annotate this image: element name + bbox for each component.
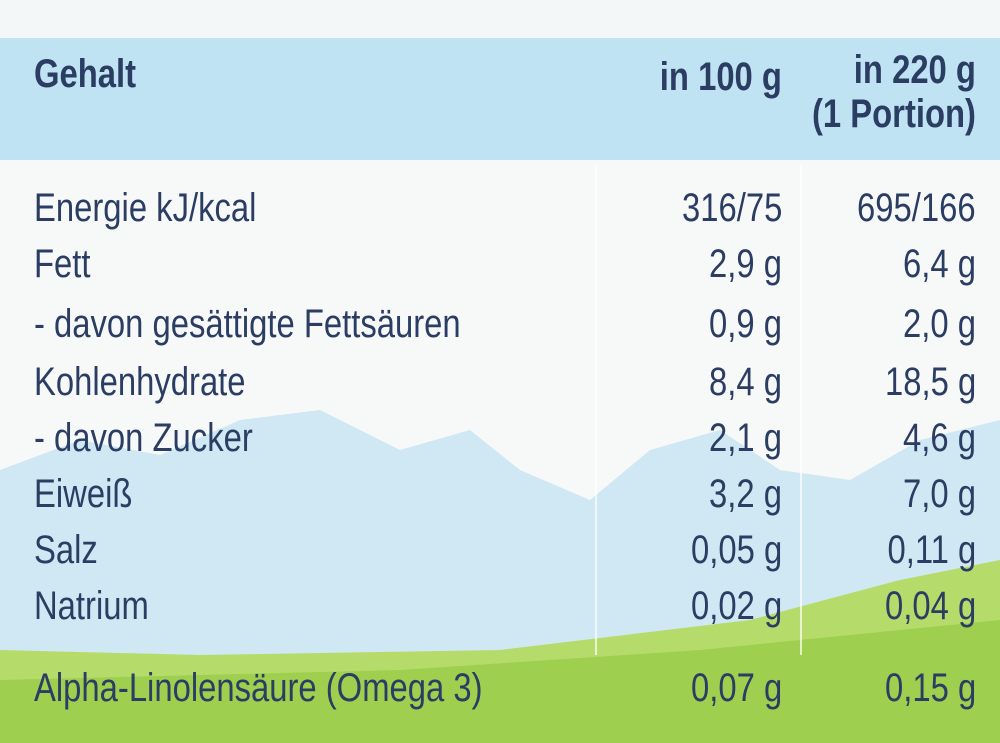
value-per-100g: 2,1 g xyxy=(709,416,782,460)
row-label: Energie kJ/kcal xyxy=(34,186,257,230)
row-label: - davon gesättigte Fettsäuren xyxy=(34,302,461,346)
column-divider xyxy=(800,165,802,655)
value-per-portion: 0,15 g xyxy=(884,666,976,710)
row-label: Alpha-Linolensäure (Omega 3) xyxy=(34,666,483,710)
value-per-portion: 695/166 xyxy=(857,186,976,230)
row-label: - davon Zucker xyxy=(34,416,253,460)
row-label: Natrium xyxy=(34,584,149,628)
header-col2-portion: (1 Portion) xyxy=(812,92,976,136)
header-col1: in 100 g xyxy=(659,55,782,99)
column-divider xyxy=(595,165,597,655)
row-label: Fett xyxy=(34,242,91,286)
value-per-100g: 0,05 g xyxy=(690,528,782,572)
header-col2: in 220 g xyxy=(853,48,976,92)
row-label: Kohlenhydrate xyxy=(34,360,246,404)
row-label: Eiweiß xyxy=(34,472,133,516)
value-per-100g: 0,9 g xyxy=(709,302,782,346)
value-per-portion: 6,4 g xyxy=(903,242,976,286)
value-per-portion: 0,04 g xyxy=(884,584,976,628)
value-per-100g: 2,9 g xyxy=(709,242,782,286)
value-per-portion: 18,5 g xyxy=(884,360,976,404)
value-per-100g: 3,2 g xyxy=(709,472,782,516)
value-per-portion: 2,0 g xyxy=(903,302,976,346)
value-per-portion: 4,6 g xyxy=(903,416,976,460)
value-per-portion: 7,0 g xyxy=(903,472,976,516)
value-per-100g: 316/75 xyxy=(681,186,782,230)
value-per-100g: 0,07 g xyxy=(690,666,782,710)
row-label: Salz xyxy=(34,528,98,572)
value-per-100g: 8,4 g xyxy=(709,360,782,404)
value-per-portion: 0,11 g xyxy=(887,528,976,572)
header-band xyxy=(0,38,1000,160)
header-label: Gehalt xyxy=(34,52,137,96)
value-per-100g: 0,02 g xyxy=(690,584,782,628)
